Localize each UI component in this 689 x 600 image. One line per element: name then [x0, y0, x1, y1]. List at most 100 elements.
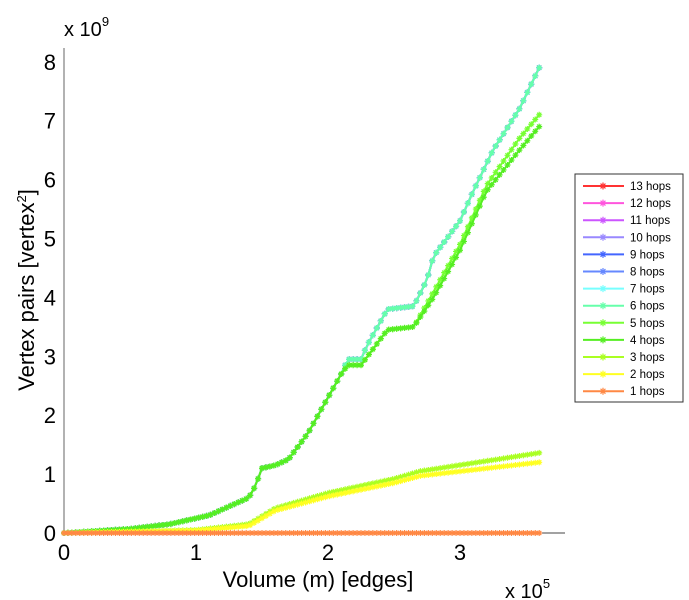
series-marker — [468, 466, 475, 473]
series-marker — [227, 502, 234, 509]
x-tick-labels: 0 1 2 3 — [58, 540, 466, 565]
series-marker — [429, 530, 436, 536]
series-marker — [167, 520, 174, 527]
series-marker — [488, 174, 495, 181]
legend-marker-icon — [599, 353, 607, 361]
legend-marker-icon — [599, 250, 607, 258]
series-marker — [354, 483, 361, 490]
legend-item: 3 hops — [583, 352, 665, 364]
series-marker — [472, 211, 479, 218]
series-marker — [290, 449, 297, 456]
series-marker — [516, 461, 523, 468]
series-marker — [223, 504, 230, 511]
series-marker — [84, 530, 91, 536]
legend-item: 7 hops — [583, 284, 665, 296]
series-marker — [433, 530, 440, 536]
series-marker — [354, 530, 361, 536]
series-marker — [508, 462, 515, 469]
series-marker — [243, 523, 250, 530]
series-marker — [373, 340, 380, 347]
y-tick-label: 7 — [44, 109, 56, 134]
series-marker — [433, 471, 440, 478]
series-marker — [128, 530, 135, 536]
series-marker — [445, 268, 452, 275]
series-marker — [421, 308, 428, 315]
series-marker — [445, 530, 452, 536]
series-marker — [358, 362, 364, 369]
series-marker — [393, 475, 400, 482]
series-marker — [68, 530, 75, 536]
series-marker — [338, 530, 345, 536]
series-marker — [457, 530, 463, 536]
series-marker — [532, 530, 539, 536]
series-marker — [259, 515, 265, 522]
series-marker — [476, 197, 483, 204]
series-marker — [215, 525, 222, 532]
series-marker — [358, 486, 364, 493]
series-marker — [227, 524, 234, 531]
series-marker — [175, 519, 182, 526]
series-marker — [464, 229, 471, 236]
series-marker — [405, 303, 412, 310]
series-marker — [520, 452, 527, 459]
series-marker — [488, 464, 495, 471]
series-marker — [385, 481, 392, 488]
series-marker — [286, 503, 293, 510]
series-marker — [365, 339, 372, 346]
series-marker — [385, 306, 392, 313]
series-marker — [496, 455, 503, 462]
series-marker — [457, 462, 463, 469]
series-marker — [425, 471, 432, 478]
series-marker — [346, 530, 353, 536]
series-marker — [219, 525, 226, 532]
series-marker — [132, 530, 139, 536]
y-tick-label: 6 — [44, 168, 56, 193]
y-axis-label: Vertex pairs [vertex2] — [14, 189, 39, 391]
y-tick-labels: 0 1 2 3 4 5 6 7 8 — [44, 50, 56, 546]
legend-item: 2 hops — [583, 369, 665, 381]
series-marker — [61, 530, 67, 536]
series-marker — [239, 523, 246, 530]
series-marker — [421, 530, 428, 536]
series-marker — [350, 362, 357, 369]
series-marker — [373, 530, 380, 536]
series-marker — [239, 530, 246, 536]
series-marker — [393, 530, 400, 536]
series-marker — [108, 530, 115, 536]
series-marker — [310, 420, 317, 427]
series-marker — [274, 461, 281, 468]
series-marker — [274, 530, 281, 536]
series-marker — [365, 485, 372, 492]
series-marker — [480, 458, 487, 465]
series-marker — [484, 186, 491, 193]
series-marker — [219, 530, 226, 536]
series-marker — [243, 495, 250, 502]
series-marker — [472, 206, 479, 213]
series-marker — [445, 463, 452, 470]
series-marker — [385, 476, 392, 483]
series-marker — [512, 530, 519, 536]
legend-item: 12 hops — [583, 198, 671, 210]
series-marker — [405, 324, 412, 331]
series-marker — [453, 248, 460, 255]
series-marker — [346, 485, 353, 492]
legend-marker-icon — [599, 370, 607, 378]
x-tick-label: 0 — [58, 540, 70, 565]
series-marker — [270, 508, 277, 515]
series-marker — [338, 370, 345, 377]
series-marker — [401, 472, 408, 479]
series-marker — [464, 530, 471, 536]
series-marker — [346, 489, 353, 496]
series-marker — [449, 463, 456, 470]
series-marker — [326, 489, 333, 496]
series-marker — [464, 223, 471, 230]
legend-marker-icon — [599, 182, 607, 190]
series-marker — [286, 530, 293, 536]
series-marker — [203, 526, 210, 533]
series-marker — [116, 530, 123, 536]
series-marker — [80, 530, 87, 536]
series-marker — [460, 461, 467, 468]
series-marker — [148, 530, 155, 536]
series-marker — [528, 121, 535, 128]
series-marker — [243, 530, 250, 536]
